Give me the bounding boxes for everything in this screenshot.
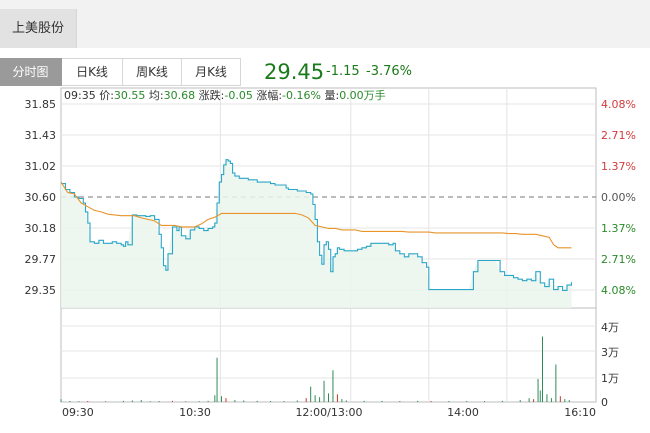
pct-tick-label: 2.71% [601, 129, 636, 142]
y-tick-label: 29.77 [25, 253, 57, 266]
volume-tick-label: 4万 [601, 321, 619, 334]
info-price: 30.55 [113, 89, 146, 102]
info-pct-label: 涨幅: [256, 89, 283, 102]
info-time: 09:35 [64, 89, 96, 102]
tab-daily-k[interactable]: 日K线 [62, 58, 123, 86]
info-volume-label: 量: [324, 89, 340, 102]
pct-tick-label: 0.00% [601, 191, 636, 204]
pct-tick-label: 1.37% [601, 222, 636, 235]
info-avg: 30.68 [163, 89, 196, 102]
x-tick-label: 12:00/13:00 [295, 406, 362, 419]
tab-time-share[interactable]: 分时图 [0, 58, 62, 86]
y-tick-label: 30.60 [25, 191, 57, 204]
y-tick-label: 31.43 [25, 129, 57, 142]
x-tick-label: 14:00 [447, 406, 479, 419]
info-avg-label: 均: [148, 89, 164, 102]
tab-weekly-k[interactable]: 周K线 [123, 58, 182, 86]
x-tick-label: 10:30 [179, 406, 211, 419]
y-tick-label: 29.35 [25, 284, 57, 297]
info-price-label: 价: [99, 89, 114, 102]
y-tick-label: 30.18 [25, 222, 57, 235]
price-change: -1.15 [326, 64, 360, 79]
top-bar: 上美股份 [0, 0, 650, 48]
info-bar: 09:35 价:30.55 均:30.68 涨跌:-0.05 涨幅:-0.16%… [64, 89, 386, 102]
price-area [61, 159, 572, 308]
pct-tick-label: 4.08% [601, 284, 636, 297]
volume-tick-label: 3万 [601, 346, 619, 359]
info-change-label: 涨跌: [198, 89, 225, 102]
pct-tick-label: 2.71% [601, 253, 636, 266]
price-change-pct: -3.76% [366, 64, 412, 79]
pct-tick-label: 1.37% [601, 160, 636, 173]
stock-name-tab[interactable]: 上美股份 [0, 9, 77, 48]
chart-tab-row: 分时图 日K线 周K线 月K线 [0, 58, 250, 86]
info-volume: 0.00万手 [339, 89, 386, 102]
pct-tick-label: 4.08% [601, 98, 636, 111]
price-line [61, 159, 573, 291]
tab-monthly-k[interactable]: 月K线 [182, 58, 241, 86]
current-price: 29.45 [264, 60, 325, 84]
info-change: -0.05 [224, 89, 253, 102]
y-tick-label: 31.85 [25, 98, 57, 111]
y-tick-label: 31.02 [25, 160, 57, 173]
x-tick-label: 09:30 [62, 406, 94, 419]
info-pct: -0.16% [282, 89, 321, 102]
volume-tick-label: 1万 [601, 372, 619, 385]
avg-line [60, 181, 572, 249]
volume-tick-label: 0 [601, 396, 608, 409]
x-tick-label: 16:10 [564, 406, 596, 419]
